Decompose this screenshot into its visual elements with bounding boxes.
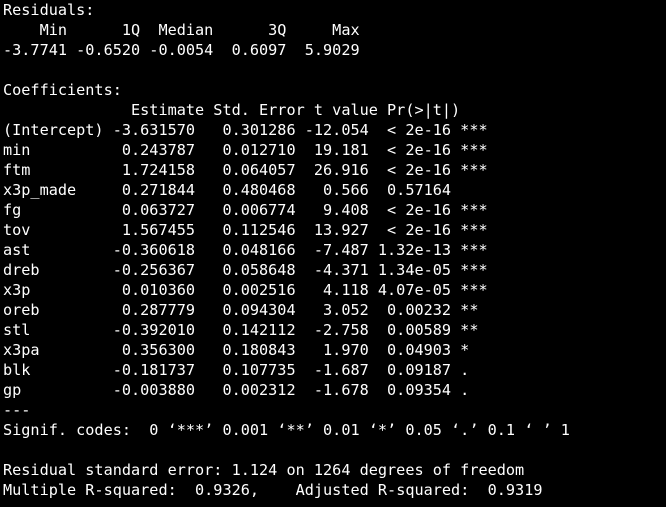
- coef-row-min: min 0.243787 0.012710 19.181 < 2e-16 ***: [3, 141, 488, 159]
- coef-row-stl: stl -0.392010 0.142112 -2.758 0.00589 **: [3, 321, 488, 339]
- residuals-values: -3.7741 -0.6520 -0.0054 0.6097 5.9029: [3, 41, 369, 59]
- coef-row-fg: fg 0.063727 0.006774 9.408 < 2e-16 ***: [3, 201, 488, 219]
- signif-codes: Signif. codes: 0 ‘***’ 0.001 ‘**’ 0.01 ‘…: [3, 421, 570, 439]
- coef-row-ftm: ftm 1.724158 0.064057 26.916 < 2e-16 ***: [3, 161, 488, 179]
- coef-row-x3p-made: x3p_made 0.271844 0.480468 0.566 0.57164: [3, 181, 488, 199]
- coef-row-oreb: oreb 0.287779 0.094304 3.052 0.00232 **: [3, 301, 488, 319]
- residuals-title: Residuals:: [3, 1, 95, 19]
- coefficients-title: Coefficients:: [3, 81, 122, 99]
- blank-line: [3, 60, 666, 80]
- coef-row-ast: ast -0.360618 0.048166 -7.487 1.32e-13 *…: [3, 241, 488, 259]
- coef-row-dreb: dreb -0.256367 0.058648 -4.371 1.34e-05 …: [3, 261, 488, 279]
- r-squared-line: Multiple R-squared: 0.9326, Adjusted R-s…: [3, 481, 552, 499]
- residuals-header: Min 1Q Median 3Q Max: [3, 21, 369, 39]
- coefficients-header: Estimate Std. Error t value Pr(>|t|): [3, 101, 497, 119]
- coef-row-x3p: x3p 0.010360 0.002516 4.118 4.07e-05 ***: [3, 281, 488, 299]
- coef-row-blk: blk -0.181737 0.107735 -1.687 0.09187 .: [3, 361, 488, 379]
- blank-line: [3, 440, 666, 460]
- coef-row-x3pa: x3pa 0.356300 0.180843 1.970 0.04903 *: [3, 341, 488, 359]
- separator-line: ---: [3, 401, 31, 419]
- coef-row-intercept: (Intercept) -3.631570 0.301286 -12.054 <…: [3, 121, 488, 139]
- coef-row-gp: gp -0.003880 0.002312 -1.678 0.09354 .: [3, 381, 488, 399]
- coef-row-tov: tov 1.567455 0.112546 13.927 < 2e-16 ***: [3, 221, 488, 239]
- residual-standard-error: Residual standard error: 1.124 on 1264 d…: [3, 461, 525, 479]
